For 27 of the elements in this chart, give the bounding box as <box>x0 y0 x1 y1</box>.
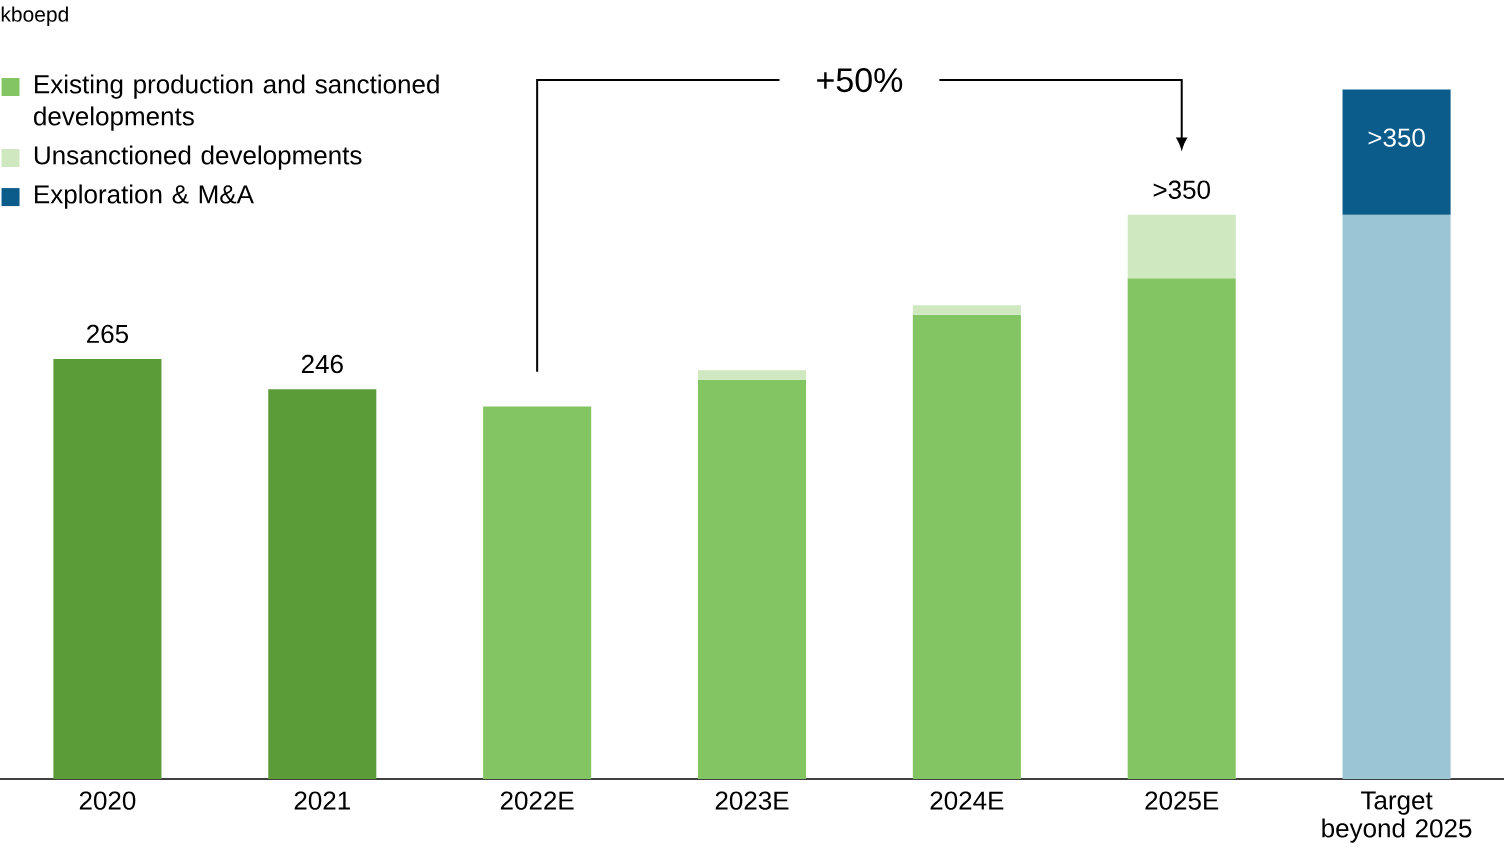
legend-label: Exploration & M&A <box>35 184 254 209</box>
x-tick-label: 2022E <box>500 791 574 810</box>
data-label: >350 <box>1153 180 1210 199</box>
x-tick-label: 2021 <box>294 791 350 810</box>
bar <box>268 389 377 780</box>
bar <box>1342 89 1451 215</box>
bar <box>912 314 1021 780</box>
bar <box>912 305 1021 315</box>
data-label: 246 <box>301 354 343 374</box>
x-tick-label: 2025E <box>1145 791 1219 810</box>
y-axis-title: kboepd <box>1 6 68 26</box>
x-tick-label: Target beyond 2025 <box>1322 791 1472 843</box>
bar <box>697 370 807 380</box>
data-label: >350 <box>1368 128 1425 147</box>
legend-label: Unsanctioned developments <box>34 145 362 170</box>
bar <box>1127 278 1236 780</box>
bar <box>1342 214 1451 780</box>
bar <box>53 359 162 780</box>
x-tick-label: 2020 <box>79 791 136 810</box>
annotation: +50% <box>817 68 903 93</box>
x-tick-label: 2024E <box>930 791 1004 810</box>
bar <box>483 406 592 780</box>
x-tick-label: 2023E <box>715 791 789 810</box>
bar <box>1127 214 1236 279</box>
data-label: 265 <box>87 324 129 344</box>
bar <box>697 379 807 780</box>
legend-label: Existing production and sanctioned developments <box>34 74 439 131</box>
